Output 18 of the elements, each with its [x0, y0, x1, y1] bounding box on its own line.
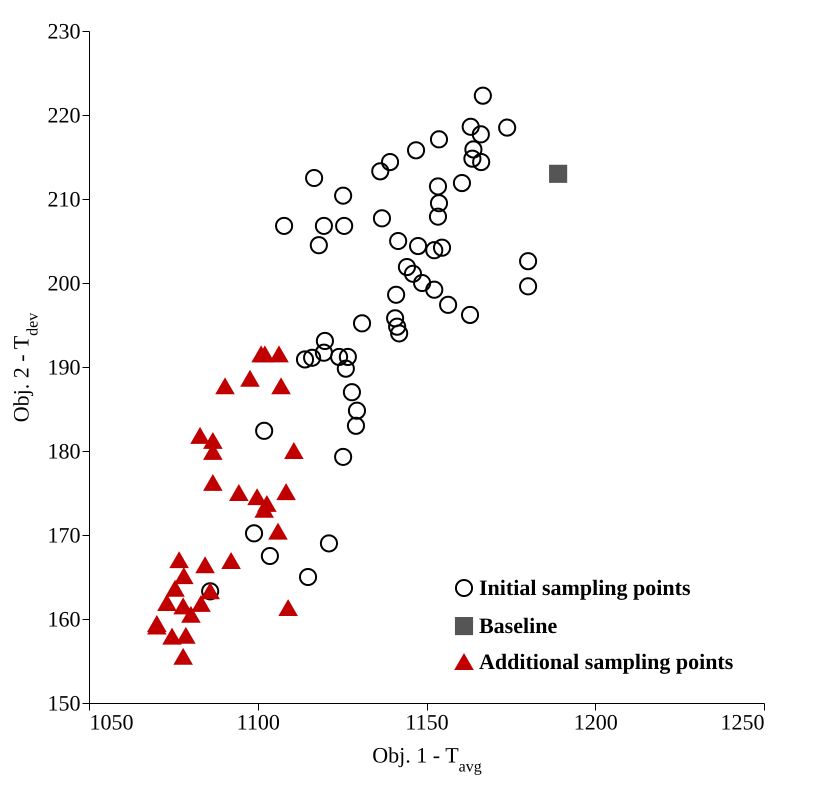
- y-tick-label: 160: [48, 606, 80, 632]
- x-tick-label: 1100: [236, 710, 280, 734]
- y-tick-label: 150: [48, 690, 80, 716]
- y-tick-label: 200: [48, 270, 80, 296]
- x-tick-label: 1150: [405, 710, 449, 734]
- legend-label: Initial sampling points: [479, 575, 691, 600]
- y-tick-label: 220: [48, 102, 80, 128]
- legend-label: Additional sampling points: [479, 649, 734, 674]
- legend-label: Baseline: [479, 613, 558, 638]
- x-tick-label: 1200: [574, 710, 618, 734]
- y-tick-label: 210: [48, 186, 80, 212]
- y-tick-label: 190: [48, 354, 80, 380]
- x-tick-label: 1050: [90, 710, 134, 734]
- y-tick-label: 170: [48, 522, 80, 548]
- y-tick-label: 180: [48, 438, 80, 464]
- y-tick-label: 230: [48, 18, 80, 44]
- x-axis-title: Obj. 1 - T$_{avg}$: [372, 742, 482, 775]
- x-tick-label: 1250: [720, 710, 764, 734]
